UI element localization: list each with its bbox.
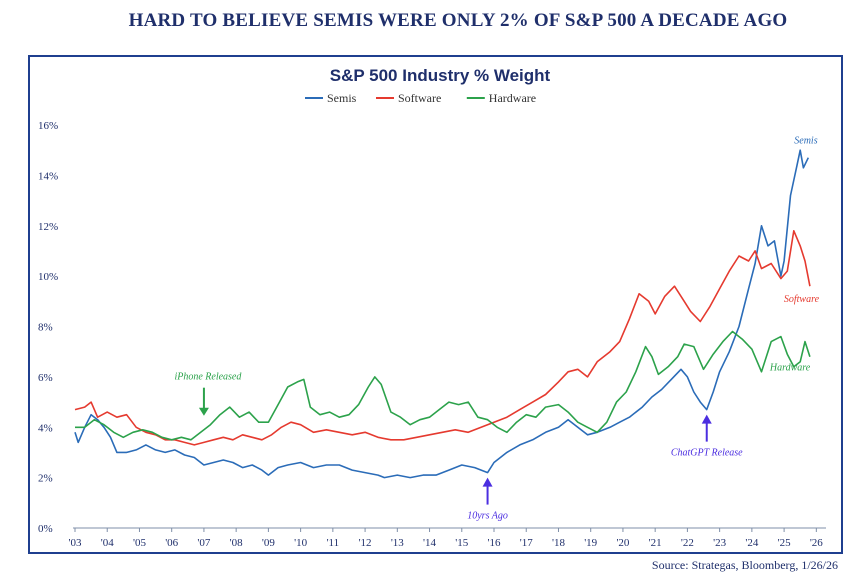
annotation-0: iPhone Released xyxy=(174,372,242,416)
x-tick-label: '22 xyxy=(681,537,694,549)
x-tick-label: '11 xyxy=(327,537,340,549)
y-tick-label: 14% xyxy=(38,170,58,182)
legend-label-software: Software xyxy=(398,91,441,105)
y-tick-label: 2% xyxy=(38,473,53,485)
x-tick-label: '21 xyxy=(649,537,662,549)
x-tick-label: '03 xyxy=(69,537,82,549)
x-tick-label: '08 xyxy=(230,537,243,549)
source-note: Source: Strategas, Bloomberg, 1/26/26 xyxy=(651,558,838,572)
x-tick-label: '17 xyxy=(520,537,533,549)
y-tick-label: 0% xyxy=(38,523,53,535)
x-tick-label: '16 xyxy=(488,537,501,549)
y-tick-label: 10% xyxy=(38,271,58,283)
series-line-hardware xyxy=(75,330,811,441)
legend-label-hardware: Hardware xyxy=(489,91,536,105)
chart-title: S&P 500 Industry % Weight xyxy=(330,66,551,85)
annotations: iPhone Released 10yrs Ago ChatGPT Release xyxy=(174,372,743,522)
x-tick-label: '24 xyxy=(745,537,758,549)
x-tick-label: '05 xyxy=(133,537,146,549)
legend-label-semis: Semis xyxy=(327,91,357,105)
x-tick-label: '25 xyxy=(778,537,791,549)
annotation-2: ChatGPT Release xyxy=(671,414,743,459)
y-tick-label: 12% xyxy=(38,221,58,233)
x-tick-label: '12 xyxy=(359,537,372,549)
x-tick-label: '19 xyxy=(584,537,597,549)
y-tick-label: 6% xyxy=(38,372,53,384)
x-tick-label: '23 xyxy=(713,537,726,549)
y-tick-label: 8% xyxy=(38,322,53,334)
annotation-1: 10yrs Ago xyxy=(467,477,508,522)
series-end-label-hardware: Hardware xyxy=(769,363,811,374)
annotation-arrow-head xyxy=(701,414,712,424)
series-line-semis xyxy=(74,149,810,479)
chart-frame xyxy=(28,55,843,554)
x-tick-label: '09 xyxy=(262,537,275,549)
x-tick-label: '04 xyxy=(101,537,114,549)
x-tick-label: '18 xyxy=(552,537,565,549)
x-tick-label: '26 xyxy=(810,537,823,549)
series-lines: Semis Software Hardware xyxy=(74,136,820,479)
legend: Semis Software Hardware xyxy=(305,91,536,105)
x-tick-label: '13 xyxy=(391,537,404,549)
axes: '03 '04 '05 '06 '07 '08 '09 '10 '11 '12 '13 '14 '15 '… xyxy=(38,120,826,549)
annotation-label: ChatGPT Release xyxy=(671,448,743,459)
y-tick-label: 4% xyxy=(38,422,53,434)
series-end-label-software: Software xyxy=(784,294,820,305)
footnote-strip xyxy=(28,571,848,578)
headline: HARD TO BELIEVE SEMIS WERE ONLY 2% OF S&… xyxy=(128,10,788,31)
annotation-label: 10yrs Ago xyxy=(467,511,508,522)
annotation-label: iPhone Released xyxy=(174,372,242,383)
annotation-arrow-head xyxy=(198,407,209,416)
x-tick-label: '10 xyxy=(294,537,307,549)
x-tick-label: '06 xyxy=(165,537,178,549)
series-end-label-semis: Semis xyxy=(794,136,817,147)
series-line-software xyxy=(74,230,811,446)
x-tick-label: '15 xyxy=(455,537,468,549)
y-tick-label: 16% xyxy=(38,120,58,132)
x-tick-label: '20 xyxy=(616,537,629,549)
annotation-arrow-head xyxy=(482,477,493,487)
x-tick-label: '07 xyxy=(197,537,210,549)
x-tick-label: '14 xyxy=(423,537,436,549)
